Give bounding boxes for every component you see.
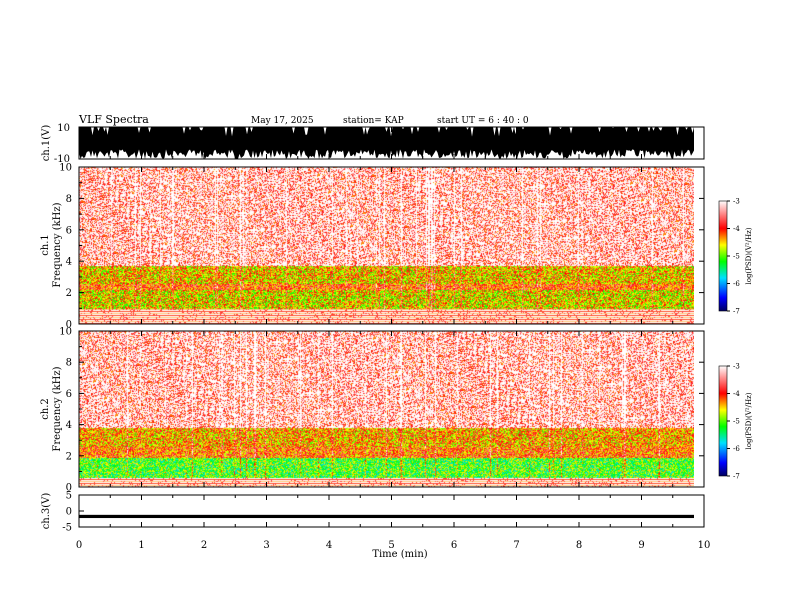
date-label: May 17, 2025: [251, 116, 314, 126]
colorbar-ch1-ticks: -3 -4 -5 -6 -7: [727, 198, 740, 316]
time-tick-label: 0: [76, 540, 82, 551]
ch1-ytick-label: 8: [66, 194, 72, 205]
figure-title: VLF Spectra: [78, 113, 149, 126]
time-axis-ticks: 0 1 2 3 4 5 6 7 8 9 10: [76, 127, 711, 551]
ch2-yticks: 0 2 4 6 8 10: [59, 327, 704, 494]
time-axis-label: Time (min): [372, 549, 427, 560]
colorbar-tick-label: -6: [733, 280, 740, 288]
ch1-waveform-trace: [79, 127, 694, 159]
colorbar-tick-label: -5: [733, 418, 740, 426]
ch1-spec-ylabel-line1: ch.1: [40, 234, 51, 256]
time-tick-label: 10: [698, 540, 711, 551]
start-time-label: start UT = 6 : 40 : 0: [437, 116, 529, 126]
ch2-ytick-label: 0: [66, 483, 72, 494]
time-tick-label: 4: [326, 540, 332, 551]
ch1-spectrogram-panel: 0 2 4 6 8 10 ch.1 Frequency (kHz): [40, 163, 705, 331]
colorbar-ch1: -3 -4 -5 -6 -7 log(PSD)(V²/Hz): [718, 198, 753, 316]
ch2-spec-ylabel-line2: Frequency (kHz): [52, 366, 63, 451]
time-tick-label: 8: [576, 540, 582, 551]
ch1-spectrogram-image: [79, 167, 694, 324]
ch2-ytick-label: 6: [66, 389, 72, 400]
colorbar-ch2-gradient: [718, 365, 728, 477]
ch2-ytick-label: 4: [66, 420, 72, 431]
ch1-ytick-top: 10: [57, 123, 70, 134]
colorbar-tick-label: -4: [733, 390, 740, 398]
colorbar-ch2: -3 -4 -5 -6 -7 log(PSD)(V²/Hz): [718, 363, 753, 481]
ch2-spec-ylabel-line1: ch.2: [40, 398, 51, 420]
time-tick-label: 7: [513, 540, 519, 551]
ch1-ytick-label: 4: [66, 257, 72, 268]
ch1-spec-ylabel-line2: Frequency (kHz): [52, 202, 63, 287]
ch1-ytick-bottom: -10: [54, 154, 70, 165]
colorbar-tick-label: -6: [733, 445, 740, 453]
ch1-waveform-ylabel: ch.1(V): [41, 125, 52, 162]
ch1-ytick-label: 0: [66, 320, 72, 331]
station-label: station= KAP: [343, 116, 404, 126]
time-tick-label: 9: [638, 540, 644, 551]
ch3-waveform-ylabel: ch.3(V): [41, 493, 52, 530]
ch2-ytick-label: 10: [59, 327, 72, 338]
colorbar-tick-label: -7: [733, 308, 740, 316]
ch3-yticks: 5 0 -5: [62, 491, 84, 534]
time-tick-label: 1: [138, 540, 144, 551]
time-tick-label: 3: [263, 540, 269, 551]
colorbar-ch1-label: log(PSD)(V²/Hz): [745, 227, 753, 284]
colorbar-tick-label: -4: [733, 225, 740, 233]
time-tick-label: 5: [388, 540, 394, 551]
time-tick-label: 2: [201, 540, 207, 551]
time-tick-label: 6: [451, 540, 457, 551]
colorbar-tick-label: -5: [733, 253, 740, 261]
ch3-ytick-label: -5: [62, 523, 72, 534]
ch1-ytick-label: 6: [66, 225, 72, 236]
ch3-waveform-trace: [79, 514, 694, 519]
ch1-ytick-label: 2: [66, 288, 72, 299]
colorbar-ch2-ticks: -3 -4 -5 -6 -7: [727, 363, 740, 481]
colorbar-tick-label: -3: [733, 198, 740, 206]
colorbar-ch2-label: log(PSD)(V²/Hz): [745, 392, 753, 449]
ch3-ytick-label: 5: [66, 491, 72, 502]
ch2-spectrogram-panel: 0 2 4 6 8 10 ch.2 Frequency (kHz): [40, 327, 705, 494]
colorbar-tick-label: -3: [733, 363, 740, 371]
ch2-spectrogram-image: [79, 331, 694, 487]
ch1-waveform-panel: 10 -10 ch.1(V): [41, 123, 705, 165]
ch3-waveform-panel: 5 0 -5 ch.3(V): [41, 491, 705, 534]
ch1-yticks: 0 2 4 6 8 10: [59, 163, 704, 331]
colorbar-tick-label: -7: [733, 473, 740, 481]
ch2-ytick-label: 8: [66, 358, 72, 369]
colorbar-ch1-gradient: [718, 200, 728, 312]
ch3-ytick-label: 0: [66, 507, 72, 518]
ch2-ytick-label: 2: [66, 451, 72, 462]
ch1-ytick-label: 10: [59, 163, 72, 174]
